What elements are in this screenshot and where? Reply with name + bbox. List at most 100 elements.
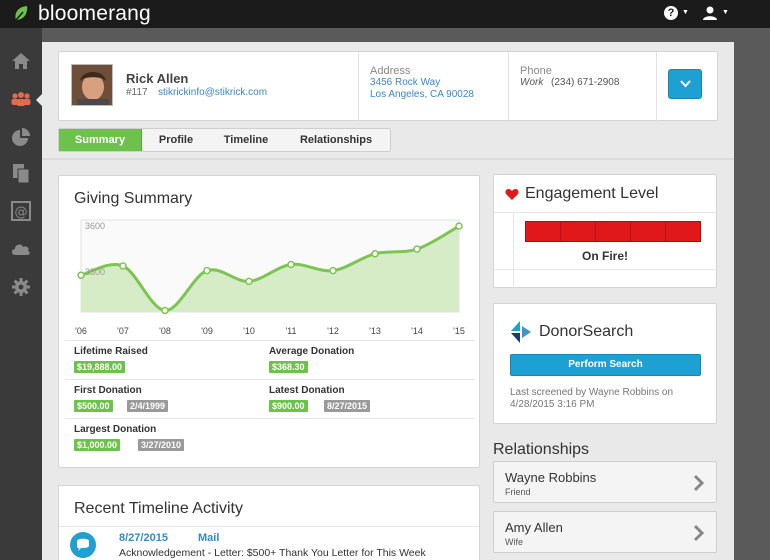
profile-tabs: Summary Profile Timeline Relationships — [58, 128, 391, 152]
giving-summary-panel: Giving Summary 3600 3300 '06 '07 '08 '09 '10 '1… — [58, 175, 480, 468]
x-tick-label: '13 — [369, 326, 381, 336]
bar-segment-divider — [595, 222, 596, 241]
profile-actions-dropdown-button[interactable] — [668, 69, 702, 99]
data-point — [77, 271, 85, 279]
relationship-card[interactable]: Amy Allen Wife — [493, 511, 717, 553]
bar-segment-divider — [665, 222, 666, 241]
average-donation-value: $368.30 — [269, 361, 308, 373]
chevron-right-icon — [693, 524, 705, 542]
x-tick-label: '14 — [411, 326, 423, 336]
question-circle-icon[interactable]: ? — [664, 6, 678, 20]
address-label: Address — [370, 65, 411, 77]
first-donation-label: First Donation — [74, 385, 142, 396]
area-fill — [81, 226, 459, 312]
data-point — [329, 266, 337, 275]
stat-divider — [65, 418, 475, 419]
x-tick-label: '11 — [285, 326, 296, 336]
engagement-level-panel: Engagement Level On Fire! — [493, 174, 717, 288]
avatar[interactable] — [71, 64, 113, 106]
x-tick-label: '09 — [201, 326, 213, 336]
user-icon[interactable] — [702, 5, 718, 21]
timeline-item-date-link[interactable]: 8/27/2015 — [119, 532, 168, 544]
bar-segment-divider — [560, 222, 561, 241]
divider — [656, 52, 657, 122]
address-line2-link[interactable]: Los Angeles, CA 90028 — [370, 89, 474, 100]
left-nav: @ — [0, 28, 43, 560]
email-at-icon[interactable]: @ — [10, 200, 32, 222]
active-nav-indicator — [36, 93, 43, 107]
data-point — [161, 306, 169, 315]
lifetime-raised-label: Lifetime Raised — [74, 346, 148, 357]
constituents-icon[interactable] — [10, 88, 32, 110]
average-donation-label: Average Donation — [269, 346, 355, 357]
brand-name[interactable]: bloomerang — [38, 2, 151, 25]
engagement-level-text: On Fire! — [581, 249, 628, 263]
data-point — [119, 262, 127, 270]
tab-relationships[interactable]: Relationships — [299, 134, 373, 146]
data-point — [455, 222, 463, 230]
svg-text:@: @ — [15, 205, 28, 220]
stat-divider — [494, 212, 716, 213]
heart-icon — [505, 189, 519, 200]
engagement-level-title: Engagement Level — [525, 185, 659, 202]
guide-line — [513, 212, 514, 288]
giving-chart: 3600 3300 '06 '07 '08 '09 '10 '11 '12 '13 '14 '15 — [75, 219, 465, 336]
tab-summary[interactable]: Summary — [59, 129, 142, 151]
documents-icon[interactable] — [10, 162, 32, 184]
bar-segment-divider — [630, 222, 631, 241]
phone-number: (234) 671-2908 — [551, 77, 620, 88]
perform-search-button[interactable]: Perform Search — [510, 354, 701, 376]
reports-pie-icon[interactable] — [10, 126, 32, 148]
profile-header-card: Rick Allen #117 stikrickinfo@stikrick.co… — [58, 51, 718, 122]
stat-divider — [65, 340, 475, 341]
x-tick-label: '10 — [243, 326, 255, 336]
top-bar: bloomerang ? ▼ ▼ — [0, 0, 770, 28]
speech-bubble-icon — [70, 532, 96, 558]
x-tick-label: '08 — [159, 326, 171, 336]
donorsearch-logo-icon — [511, 321, 531, 343]
y-tick-label: 3600 — [85, 221, 105, 231]
data-point — [413, 245, 421, 253]
chevron-right-icon — [693, 474, 705, 492]
constituent-id: #117 — [126, 87, 148, 98]
engagement-level-bar — [525, 221, 701, 242]
x-tick-label: '06 — [75, 326, 87, 336]
relationship-type: Friend — [505, 487, 531, 497]
stat-divider — [59, 526, 479, 527]
series-line — [80, 224, 460, 312]
user-caret-icon[interactable]: ▼ — [722, 9, 729, 16]
divider — [358, 52, 359, 122]
address-line1-link[interactable]: 3456 Rock Way — [370, 77, 441, 88]
latest-donation-label: Latest Donation — [269, 385, 345, 396]
divider — [508, 52, 509, 122]
constituent-email-link[interactable]: stikrickinfo@stikrick.com — [158, 87, 268, 98]
phone-label: Phone — [520, 65, 552, 77]
settings-gear-icon[interactable] — [10, 276, 32, 298]
first-donation-amount: $500.00 — [74, 400, 113, 412]
tab-timeline[interactable]: Timeline — [223, 134, 269, 146]
main-content: Rick Allen #117 stikrickinfo@stikrick.co… — [42, 42, 734, 560]
relationship-type: Wife — [505, 537, 523, 547]
relationship-card[interactable]: Wayne Robbins Friend — [493, 461, 717, 503]
cloud-icon[interactable] — [10, 238, 32, 260]
data-point — [245, 277, 253, 286]
tab-profile[interactable]: Profile — [158, 134, 194, 146]
stat-divider — [65, 379, 475, 380]
bloomerang-logo-icon[interactable] — [12, 4, 32, 24]
x-tick-label: '12 — [327, 326, 339, 336]
timeline-item-text: Acknowledgement - Letter: $500+ Thank Yo… — [119, 547, 426, 559]
recent-timeline-title: Recent Timeline Activity — [74, 500, 243, 517]
help-caret-icon[interactable]: ▼ — [682, 9, 689, 16]
recent-timeline-panel: Recent Timeline Activity 8/27/2015 Mail … — [58, 485, 480, 560]
chevron-down-icon — [680, 80, 691, 88]
latest-donation-date: 8/27/2015 — [324, 400, 371, 412]
donorsearch-panel: DonorSearch Perform Search Last screened… — [493, 303, 717, 424]
relationship-name: Amy Allen — [505, 520, 563, 535]
largest-donation-date: 3/27/2010 — [138, 439, 185, 451]
giving-summary-title: Giving Summary — [74, 190, 193, 207]
timeline-item-type-link[interactable]: Mail — [198, 532, 220, 544]
largest-donation-amount: $1,000.00 — [74, 439, 121, 451]
home-icon[interactable] — [10, 50, 32, 72]
lifetime-raised-value: $19,888.00 — [74, 361, 126, 373]
phone-type: Work — [520, 77, 544, 88]
